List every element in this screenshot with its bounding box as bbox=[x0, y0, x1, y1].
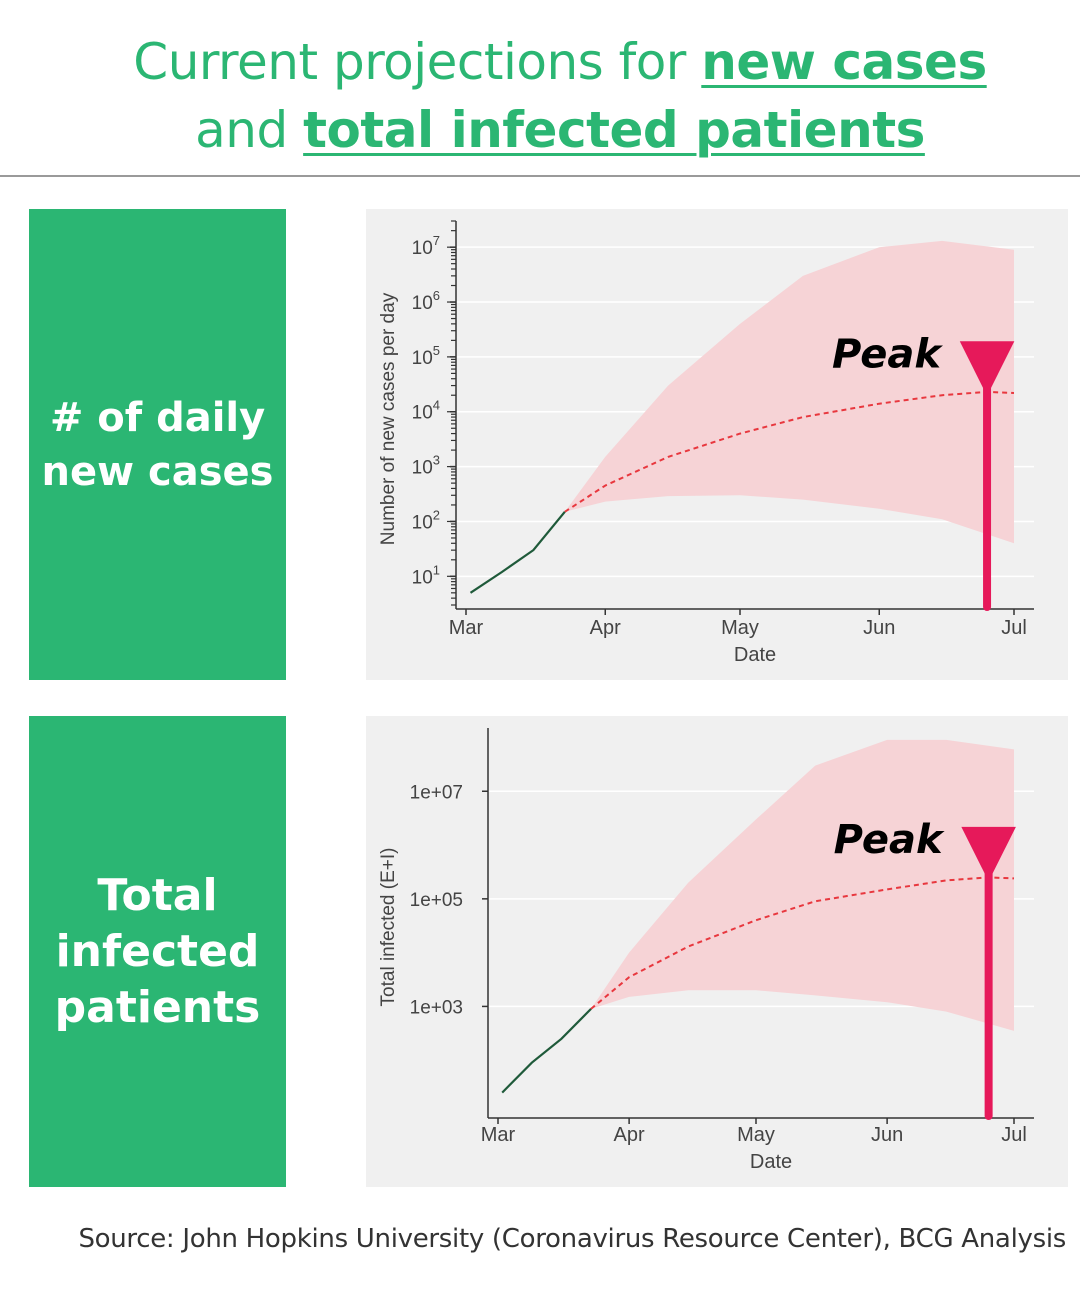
section-label-box-total-infected: Total infected patients bbox=[29, 716, 286, 1187]
y-tick-label-2: 1e+07 bbox=[410, 782, 463, 803]
x-tick-label-4: Jul bbox=[1001, 1124, 1027, 1146]
chart-total-infected: 1e+03 1e+05 1e+07 Mar Apr May Jun Jul Date Total … bbox=[378, 728, 1034, 1173]
chart-panel-total-infected: 1e+03 1e+05 1e+07 Mar Apr May Jun Jul Date Total … bbox=[366, 716, 1068, 1187]
x-tick-label-2: May bbox=[737, 1124, 775, 1146]
peak-label: Peak bbox=[834, 817, 945, 863]
y-axis-title: Total infected (E+I) bbox=[378, 848, 399, 1007]
y-tick-label-1: 1e+05 bbox=[410, 890, 463, 911]
y-tick-label-2: 103 bbox=[412, 453, 440, 479]
section-label-box-daily-cases: # of daily new cases bbox=[29, 209, 286, 680]
observed-series-line bbox=[469, 511, 566, 594]
peak-marker-triangle bbox=[961, 826, 1016, 882]
observed-series-line bbox=[501, 1008, 592, 1094]
title-line-2: and total infected patients bbox=[60, 96, 1060, 164]
y-tick-label-5: 106 bbox=[412, 288, 440, 314]
chart-panel-daily-cases: 101 102 103 104 105 106 107 Mar Apr May Jun Jul Date… bbox=[366, 209, 1068, 680]
x-tick-label-2: May bbox=[721, 617, 759, 639]
x-axis-title: Date bbox=[750, 1151, 792, 1173]
title-line-1: Current projections for new cases bbox=[60, 28, 1060, 96]
x-tick-label-1: Apr bbox=[614, 1124, 645, 1146]
source-note: Source: John Hopkins University (Coronav… bbox=[78, 1224, 1066, 1254]
y-tick-label-4: 105 bbox=[412, 343, 440, 369]
y-tick-label-0: 1e+03 bbox=[410, 997, 463, 1018]
section-label-total-infected: Total infected patients bbox=[54, 869, 261, 1033]
title-prefix-2: and bbox=[195, 101, 288, 159]
x-tick-label-0: Mar bbox=[481, 1124, 516, 1146]
peak-marker-triangle bbox=[959, 341, 1015, 396]
title-divider bbox=[0, 175, 1080, 177]
x-tick-label-0: Mar bbox=[449, 617, 484, 639]
title-prefix-1: Current projections for bbox=[133, 33, 686, 91]
slide-title: Current projections for new cases and to… bbox=[60, 28, 1060, 164]
peak-label: Peak bbox=[832, 332, 943, 378]
x-tick-label-3: Jun bbox=[863, 617, 895, 639]
x-axis-title: Date bbox=[734, 644, 776, 666]
y-tick-label-3: 104 bbox=[412, 398, 440, 424]
confidence-band bbox=[564, 240, 1014, 544]
x-tick-label-4: Jul bbox=[1001, 617, 1027, 639]
x-tick-label-3: Jun bbox=[871, 1124, 903, 1146]
y-tick-label-6: 107 bbox=[412, 233, 440, 259]
y-tick-label-1: 102 bbox=[412, 507, 440, 533]
y-tick-label-0: 101 bbox=[412, 562, 440, 588]
x-tick-label-1: Apr bbox=[590, 617, 621, 639]
confidence-band bbox=[591, 739, 1014, 1031]
title-highlight-new-cases: new cases bbox=[701, 33, 987, 91]
title-highlight-total-infected: total infected patients bbox=[303, 101, 925, 159]
chart-daily-cases: 101 102 103 104 105 106 107 Mar Apr May Jun Jul Date… bbox=[378, 220, 1034, 666]
y-axis-title: Number of new cases per day bbox=[378, 292, 399, 545]
section-label-daily-cases: # of daily new cases bbox=[41, 394, 274, 495]
